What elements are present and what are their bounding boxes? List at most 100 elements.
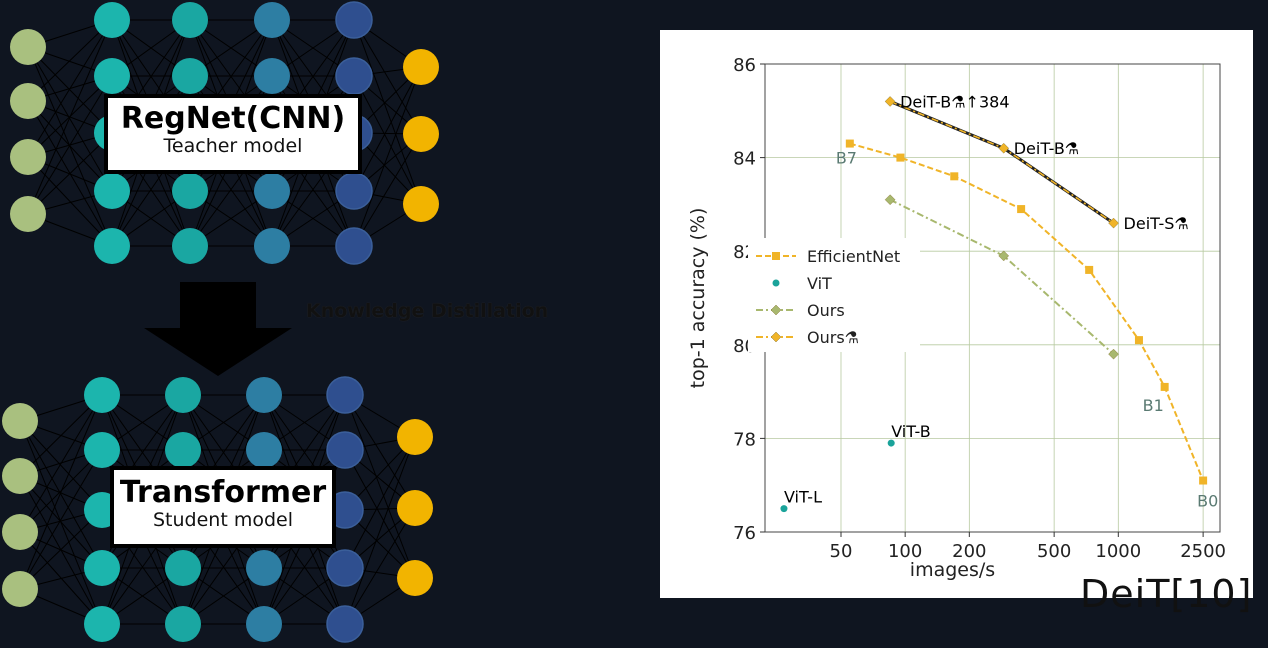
legend-label: EfficientNet xyxy=(807,247,900,266)
teacher-subtitle: Teacher model xyxy=(163,135,303,157)
x-tick-label: 100 xyxy=(888,541,922,562)
network-edge xyxy=(27,75,113,215)
series-0-point xyxy=(1160,382,1169,391)
y-axis-label: top-1 accuracy (%) xyxy=(687,208,709,389)
teacher-neuron xyxy=(403,116,439,152)
student-neuron xyxy=(84,432,120,468)
student-neuron xyxy=(165,606,201,642)
teacher-neuron xyxy=(403,186,439,222)
x-tick-label: 500 xyxy=(1037,541,1071,562)
student-neuron xyxy=(326,605,364,643)
distillation-arrow xyxy=(144,282,292,376)
legend-label: Ours⚗ xyxy=(807,328,859,347)
network-edge xyxy=(27,19,113,158)
point-annotation: DeiT-B⚗ xyxy=(1014,139,1079,158)
point-annotation: B1 xyxy=(1143,396,1164,415)
teacher-neuron xyxy=(94,2,130,38)
legend-marker xyxy=(772,252,780,260)
student-title: Transformer xyxy=(119,475,327,510)
teacher-neuron xyxy=(172,58,208,94)
student-neuron xyxy=(84,377,120,413)
series-0-line xyxy=(849,142,1205,481)
y-tick-label: 86 xyxy=(733,55,756,76)
x-tick-label: 1000 xyxy=(1095,541,1141,562)
network-edge xyxy=(27,132,113,215)
network-edge xyxy=(344,394,416,579)
teacher-neuron xyxy=(335,57,373,95)
series-3-point xyxy=(1108,217,1119,229)
network-edge xyxy=(27,19,113,215)
x-tick-label: 50 xyxy=(830,541,853,562)
network-edge xyxy=(19,475,103,569)
network-edge xyxy=(344,449,416,579)
student-neuron xyxy=(246,377,282,413)
student-subtitle: Student model xyxy=(153,509,293,531)
network-edge xyxy=(19,420,103,511)
network-edge xyxy=(19,394,103,533)
student-neuron xyxy=(246,432,282,468)
y-tick-label: 76 xyxy=(733,523,756,544)
series-3-point xyxy=(884,96,896,107)
network-edge xyxy=(344,394,416,509)
series-0-point xyxy=(896,153,905,162)
teacher-neuron xyxy=(10,83,46,119)
citation-label: DeiT[10] xyxy=(1080,572,1253,616)
point-annotation: B7 xyxy=(836,149,857,168)
network-edge xyxy=(19,394,103,477)
student-neuron xyxy=(2,571,38,607)
series-3-line xyxy=(889,100,1115,224)
x-axis-label: images/s xyxy=(910,559,995,581)
teacher-model-box: RegNet(CNN) Teacher model xyxy=(104,94,362,174)
student-model-box: Transformer Student model xyxy=(110,466,336,548)
point-annotation: ViT-L xyxy=(784,488,822,507)
network-edge xyxy=(27,156,113,247)
student-neuron xyxy=(2,514,38,550)
legend-marker xyxy=(770,304,782,316)
student-neuron xyxy=(165,377,201,413)
series-3-point xyxy=(998,142,1010,154)
series-2-point xyxy=(884,194,896,206)
series-0-point xyxy=(950,172,959,181)
series-0-point xyxy=(1199,476,1208,485)
series-2-line xyxy=(889,198,1115,355)
point-annotation: ViT-B xyxy=(891,422,931,441)
legend-label: Ours xyxy=(807,301,845,320)
point-annotation: DeiT-B⚗↑384 xyxy=(900,92,1009,111)
network-edge xyxy=(353,75,422,205)
student-neuron xyxy=(165,432,201,468)
legend-marker xyxy=(772,279,780,287)
student-neuron xyxy=(2,458,38,494)
student-neuron xyxy=(84,550,120,586)
legend-label: ViT xyxy=(807,274,832,293)
teacher-title: RegNet(CNN) xyxy=(120,101,346,136)
accuracy-vs-throughput-chart: 50 100 200 500 1000 2500767880828486images/st… xyxy=(687,55,1226,581)
network-edge xyxy=(27,19,113,102)
teacher-neuron xyxy=(10,29,46,65)
teacher-neuron xyxy=(335,227,373,265)
network-edge xyxy=(353,19,422,135)
network-edge xyxy=(344,436,416,625)
teacher-neuron xyxy=(172,173,208,209)
student-neuron xyxy=(326,549,364,587)
y-tick-label: 84 xyxy=(733,149,756,170)
network-edge xyxy=(344,436,416,569)
series-1-point xyxy=(780,505,788,513)
point-annotation: DeiT-S⚗ xyxy=(1124,214,1189,233)
series-0-point xyxy=(1085,265,1094,274)
teacher-neuron xyxy=(94,228,130,264)
teacher-neuron xyxy=(172,2,208,38)
point-annotation: B0 xyxy=(1197,492,1218,511)
series-0-point xyxy=(845,139,854,148)
x-tick-label: 200 xyxy=(952,541,986,562)
series-1-point xyxy=(887,439,895,447)
student-neuron xyxy=(165,550,201,586)
teacher-neuron xyxy=(254,58,290,94)
teacher-neuron xyxy=(94,173,130,209)
network-edge xyxy=(19,509,103,590)
x-tick-label: 2500 xyxy=(1180,541,1226,562)
series-0-point xyxy=(1017,205,1026,214)
knowledge-distillation-label: Knowledge Distillation xyxy=(306,300,549,322)
network-edge xyxy=(27,100,113,192)
student-neuron xyxy=(246,550,282,586)
teacher-neuron xyxy=(10,139,46,175)
